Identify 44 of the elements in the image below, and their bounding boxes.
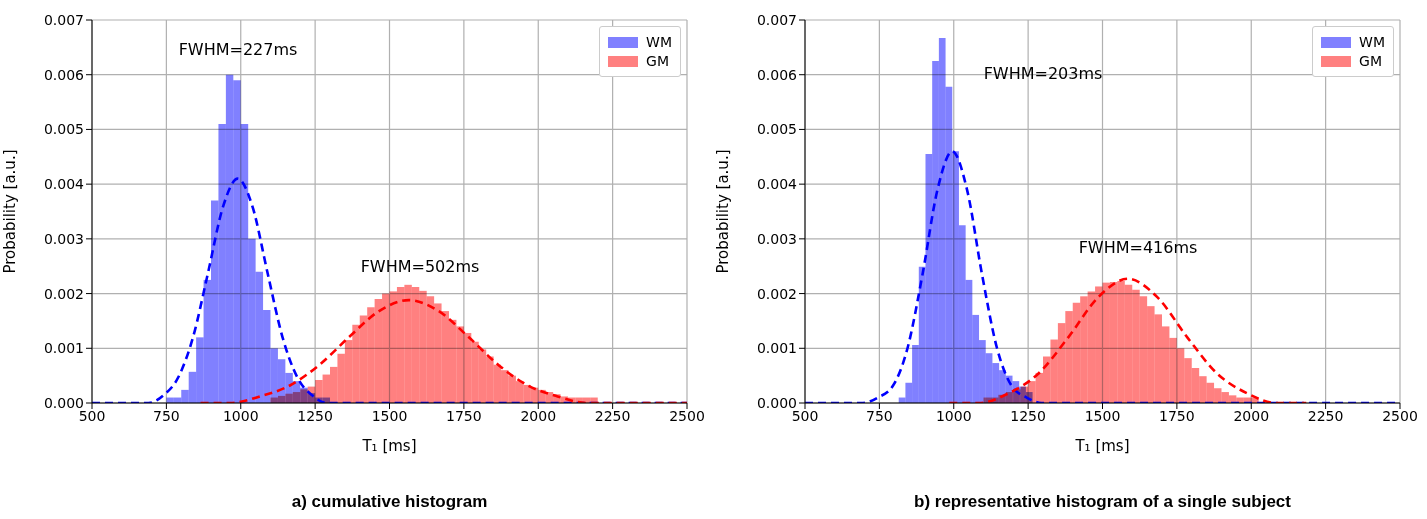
text: b) representative histogram of a single subject [913,492,1292,512]
x-tick-label: 2500 [669,407,705,424]
legend-label: WM [1359,34,1385,50]
x-tick-label: 1250 [297,407,333,424]
y-tick-label: 0.003 [756,230,797,247]
x-tick-label: 2000 [520,407,557,424]
y-tick-label: 0.007 [43,11,84,28]
y-tick-label: 0.003 [43,230,84,247]
legend-label: GM [646,53,670,69]
x-tick-label: 2000 [1233,407,1270,424]
legend-label: GM [1359,53,1383,69]
x-tick-label: 1000 [222,407,259,424]
x-axis-title: T₁ [ms] [361,437,417,455]
y-axis-title: Probability [a.u.] [714,149,733,274]
y-tick-label: 0.005 [756,121,797,138]
x-tick-label: 1500 [371,407,408,424]
y-tick-label: 0.001 [756,340,797,357]
x-tick-label: 750 [866,407,893,424]
annotation: FWHM=227ms [178,40,298,59]
annotation: FWHM=416ms [1078,238,1198,257]
y-axis-title: Probability [a.u.] [1,149,20,274]
y-tick-label: 0.002 [756,285,797,302]
legend-label: WM [646,34,672,50]
y-tick-label: 0.004 [756,176,798,193]
x-tick-label: 1750 [446,407,482,424]
y-tick-label: 0.006 [756,66,798,83]
x-tick-label: 1000 [935,407,972,424]
y-tick-label: 0.004 [43,176,85,193]
x-tick-label: 1500 [1084,407,1121,424]
x-tick-label: 2500 [1382,407,1418,424]
y-tick-label: 0.002 [43,285,84,302]
annotation: FWHM=203ms [983,64,1103,83]
annotation: FWHM=502ms [360,257,480,276]
x-tick-label: 2250 [594,407,631,424]
x-tick-label: 1750 [1159,407,1195,424]
x-tick-label: 2250 [1307,407,1344,424]
y-tick-label: 0.006 [43,66,85,83]
x-tick-label: 1250 [1010,407,1046,424]
x-axis-title: T₁ [ms] [1074,437,1130,455]
y-tick-label: 0.005 [43,121,84,138]
y-tick-label: 0.007 [756,11,797,28]
x-tick-label: 750 [153,407,180,424]
y-tick-label: 0.001 [43,340,84,357]
text: a) cumulative histogram [290,492,489,512]
